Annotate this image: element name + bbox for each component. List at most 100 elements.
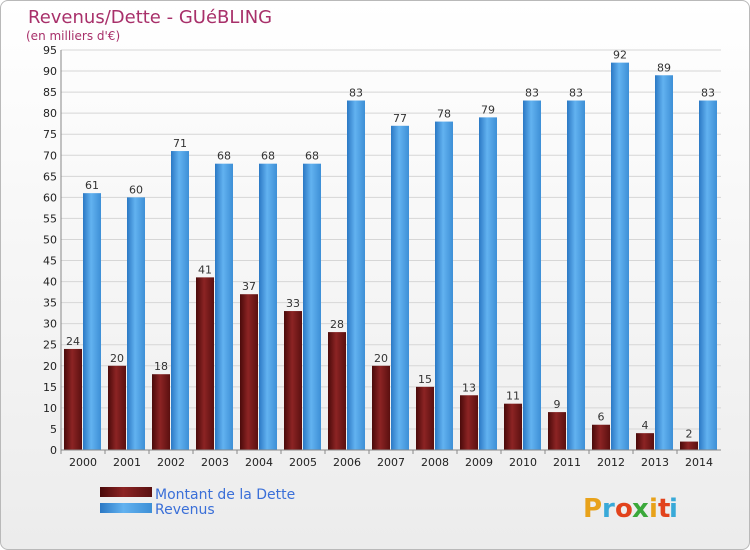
bar-dette-2010	[504, 403, 522, 450]
bar-dette-2012	[592, 424, 610, 450]
y-tick-label: 65	[43, 170, 57, 183]
value-labels: 2461206018714168376833682883207715781379…	[66, 49, 715, 441]
value-label: 20	[374, 352, 388, 365]
legend: Montant de la Dette Revenus	[100, 487, 295, 518]
value-label: 2	[686, 428, 693, 441]
bar-revenus-2013	[655, 75, 673, 451]
x-tick-label: 2011	[553, 456, 581, 469]
bars	[64, 62, 717, 451]
bar-revenus-2000	[83, 193, 101, 450]
y-tick-label: 45	[43, 255, 57, 268]
value-label: 20	[110, 352, 124, 365]
x-tick-label: 2014	[685, 456, 713, 469]
logo-letter: r	[602, 494, 615, 524]
bar-revenus-2006	[347, 100, 365, 451]
value-label: 83	[701, 87, 715, 100]
bar-dette-2009	[460, 395, 478, 450]
value-label: 37	[242, 280, 256, 293]
value-label: 89	[657, 61, 671, 74]
value-label: 61	[85, 179, 99, 192]
y-tick-label: 20	[43, 360, 57, 373]
y-tick-label: 90	[43, 65, 57, 78]
value-label: 18	[154, 360, 168, 373]
x-tick-label: 2005	[289, 456, 317, 469]
y-tick-label: 40	[43, 276, 57, 289]
value-label: 78	[437, 108, 451, 121]
value-label: 33	[286, 297, 300, 310]
y-tick-label: 75	[43, 128, 57, 141]
y-axis-ticks: 0 5 10 15 20 25 30 35 40 45 50 55 60 65 70 75 80 85 90 95	[43, 44, 57, 457]
value-label: 4	[642, 419, 649, 432]
x-tick-label: 2006	[333, 456, 361, 469]
bar-revenus-2004	[259, 163, 277, 450]
bar-revenus-2003	[215, 163, 233, 450]
y-tick-label: 0	[50, 444, 57, 457]
x-tick-label: 2000	[69, 456, 97, 469]
x-tick-label: 2001	[113, 456, 141, 469]
legend-swatch-debt	[100, 487, 152, 497]
value-label: 77	[393, 112, 407, 125]
bar-dette-2014	[680, 441, 698, 450]
y-tick-label: 80	[43, 107, 57, 120]
value-label: 15	[418, 373, 432, 386]
x-tick-label: 2002	[157, 456, 185, 469]
value-label: 68	[261, 150, 275, 163]
y-tick-label: 10	[43, 402, 57, 415]
value-label: 83	[569, 87, 583, 100]
x-tick-label: 2010	[509, 456, 537, 469]
y-tick-label: 5	[50, 423, 57, 436]
chart-title: Revenus/Dette - GUéBLING	[28, 7, 272, 28]
legend-label-revenus: Revenus	[155, 502, 215, 518]
value-label: 92	[613, 49, 627, 62]
legend-swatch-revenus	[100, 503, 152, 513]
bar-revenus-2002	[171, 151, 189, 451]
bar-dette-2005	[284, 311, 302, 450]
y-tick-label: 60	[43, 191, 57, 204]
y-tick-label: 50	[43, 233, 57, 246]
bar-revenus-2007	[391, 125, 409, 450]
bar-dette-2003	[196, 277, 214, 450]
value-label: 68	[305, 150, 319, 163]
logo-letter: i	[649, 494, 658, 524]
value-label: 71	[173, 137, 187, 150]
logo-letter: i	[669, 494, 678, 524]
value-label: 83	[525, 87, 539, 100]
bar-dette-2000	[64, 348, 82, 450]
value-label: 11	[506, 390, 520, 403]
value-label: 9	[554, 398, 561, 411]
logo-letter: x	[632, 494, 649, 524]
x-axis-ticks: 2000 2001 2002 2003 2004 2005 2006 2007 2008 2009…	[60, 450, 713, 469]
bar-dette-2004	[240, 294, 258, 450]
logo-letter: o	[615, 494, 633, 524]
x-tick-label: 2004	[245, 456, 273, 469]
value-label: 41	[198, 263, 212, 276]
bar-revenus-2014	[699, 100, 717, 451]
y-tick-label: 95	[43, 44, 57, 57]
value-label: 28	[330, 318, 344, 331]
bar-revenus-2012	[611, 62, 629, 450]
bar-dette-2007	[372, 365, 390, 450]
x-tick-label: 2012	[597, 456, 625, 469]
value-label: 83	[349, 87, 363, 100]
value-label: 13	[462, 381, 476, 394]
value-label: 68	[217, 150, 231, 163]
logo-letter: t	[658, 494, 670, 524]
bar-dette-2006	[328, 332, 346, 450]
y-tick-label: 30	[43, 318, 57, 331]
chart-subtitle: (en milliers d'€)	[26, 29, 120, 43]
y-tick-label: 15	[43, 381, 57, 394]
bar-revenus-2011	[567, 100, 585, 451]
bar-revenus-2009	[479, 117, 497, 451]
bar-dette-2008	[416, 386, 434, 450]
bar-revenus-2008	[435, 121, 453, 450]
y-tick-label: 70	[43, 149, 57, 162]
y-tick-label: 85	[43, 86, 57, 99]
x-tick-label: 2007	[377, 456, 405, 469]
legend-label-debt: Montant de la Dette	[155, 487, 295, 503]
bar-revenus-2005	[303, 163, 321, 450]
value-label: 6	[598, 411, 605, 424]
y-tick-label: 55	[43, 212, 57, 225]
bar-dette-2002	[152, 374, 170, 450]
